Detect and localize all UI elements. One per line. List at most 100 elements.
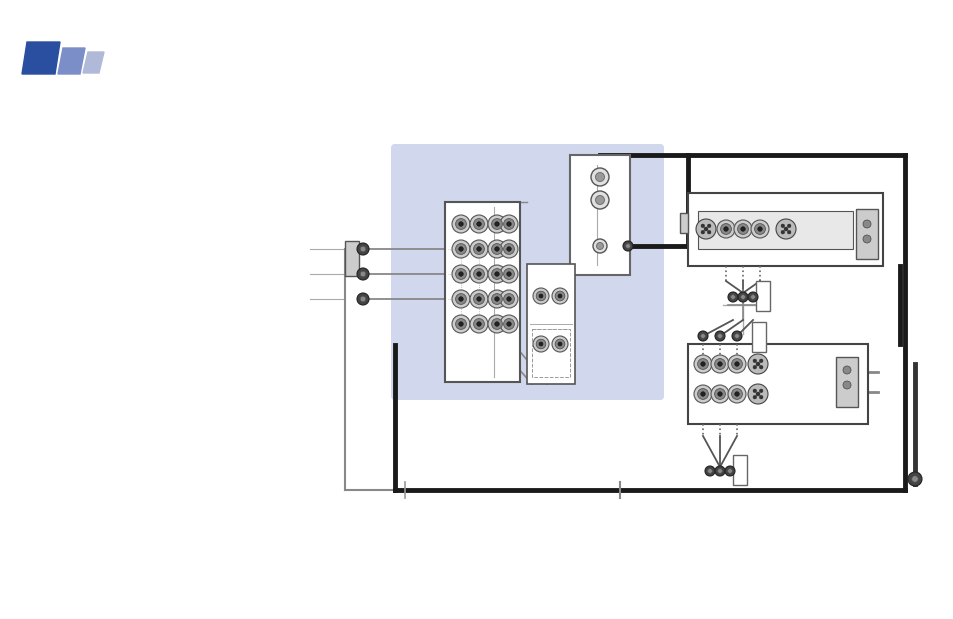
Bar xyxy=(698,211,852,249)
Circle shape xyxy=(491,244,502,254)
Circle shape xyxy=(595,173,604,181)
Circle shape xyxy=(476,272,480,276)
Circle shape xyxy=(533,288,548,304)
Circle shape xyxy=(731,358,741,370)
Circle shape xyxy=(723,227,727,232)
Circle shape xyxy=(470,215,488,233)
FancyBboxPatch shape xyxy=(391,144,663,400)
Circle shape xyxy=(499,290,517,308)
Bar xyxy=(532,329,569,377)
Circle shape xyxy=(470,265,488,283)
Circle shape xyxy=(707,469,712,474)
Circle shape xyxy=(555,291,564,301)
Circle shape xyxy=(700,334,704,338)
Circle shape xyxy=(456,293,466,305)
Circle shape xyxy=(730,295,735,299)
Circle shape xyxy=(473,219,484,230)
Circle shape xyxy=(473,269,484,279)
Circle shape xyxy=(714,358,724,370)
Bar xyxy=(345,241,358,276)
Circle shape xyxy=(595,196,604,204)
Bar xyxy=(835,357,857,407)
Circle shape xyxy=(717,334,721,338)
Circle shape xyxy=(488,240,505,258)
Circle shape xyxy=(700,361,704,366)
Circle shape xyxy=(706,230,710,234)
Circle shape xyxy=(907,472,921,486)
Circle shape xyxy=(456,244,466,254)
Polygon shape xyxy=(83,52,104,73)
Bar xyxy=(687,193,882,266)
Circle shape xyxy=(356,268,369,280)
Circle shape xyxy=(356,293,369,305)
Circle shape xyxy=(697,389,708,399)
Circle shape xyxy=(755,392,760,396)
Circle shape xyxy=(503,293,514,305)
Circle shape xyxy=(536,339,545,348)
Circle shape xyxy=(495,297,498,301)
Circle shape xyxy=(473,244,484,254)
Circle shape xyxy=(781,230,783,234)
Circle shape xyxy=(710,385,728,403)
Circle shape xyxy=(458,247,463,251)
Circle shape xyxy=(558,342,561,346)
Circle shape xyxy=(717,392,721,396)
Circle shape xyxy=(452,290,470,308)
Circle shape xyxy=(506,247,511,251)
Circle shape xyxy=(470,290,488,308)
Circle shape xyxy=(714,331,724,341)
Circle shape xyxy=(452,215,470,233)
Circle shape xyxy=(456,319,466,329)
Circle shape xyxy=(622,241,633,251)
Circle shape xyxy=(752,396,756,399)
Circle shape xyxy=(752,365,756,369)
Circle shape xyxy=(476,297,480,301)
Circle shape xyxy=(704,466,714,476)
Circle shape xyxy=(506,322,511,326)
Bar xyxy=(679,213,687,233)
Circle shape xyxy=(737,223,747,235)
Circle shape xyxy=(476,222,480,227)
Circle shape xyxy=(458,272,463,276)
Circle shape xyxy=(503,219,514,230)
Circle shape xyxy=(775,219,795,239)
Polygon shape xyxy=(22,42,60,74)
Circle shape xyxy=(842,381,850,389)
Circle shape xyxy=(738,292,747,302)
Circle shape xyxy=(360,297,365,301)
Circle shape xyxy=(470,315,488,333)
Circle shape xyxy=(786,230,790,234)
Circle shape xyxy=(700,230,704,234)
Bar xyxy=(687,344,867,424)
Circle shape xyxy=(356,243,369,255)
Circle shape xyxy=(783,227,787,231)
Circle shape xyxy=(700,224,704,228)
Circle shape xyxy=(473,293,484,305)
Circle shape xyxy=(503,269,514,279)
Circle shape xyxy=(750,220,768,238)
Circle shape xyxy=(752,359,756,363)
Circle shape xyxy=(491,269,502,279)
Circle shape xyxy=(476,322,480,326)
Circle shape xyxy=(590,191,608,209)
Circle shape xyxy=(538,342,542,346)
Circle shape xyxy=(555,339,564,348)
Circle shape xyxy=(724,466,734,476)
Circle shape xyxy=(862,235,870,243)
Circle shape xyxy=(734,334,739,338)
Circle shape xyxy=(862,220,870,228)
Circle shape xyxy=(754,223,764,235)
Circle shape xyxy=(552,336,567,352)
Circle shape xyxy=(911,476,917,482)
Circle shape xyxy=(720,223,731,235)
Circle shape xyxy=(759,359,762,363)
Circle shape xyxy=(696,219,716,239)
Polygon shape xyxy=(58,48,85,74)
Circle shape xyxy=(491,319,502,329)
Circle shape xyxy=(458,297,463,301)
Circle shape xyxy=(759,389,762,392)
Circle shape xyxy=(499,240,517,258)
Bar xyxy=(732,455,746,485)
Circle shape xyxy=(491,219,502,230)
Bar xyxy=(755,281,769,311)
